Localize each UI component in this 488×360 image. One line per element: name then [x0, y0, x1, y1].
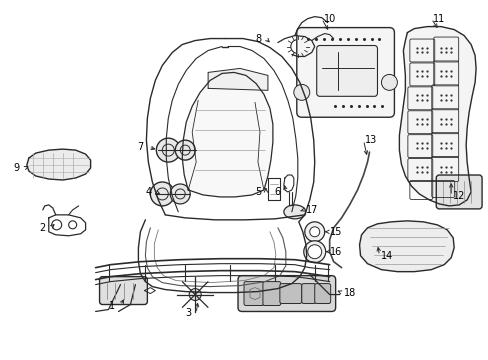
- Circle shape: [156, 138, 180, 162]
- Text: 4: 4: [145, 187, 151, 197]
- FancyBboxPatch shape: [296, 28, 394, 117]
- Circle shape: [175, 140, 195, 160]
- FancyBboxPatch shape: [100, 276, 147, 305]
- Circle shape: [189, 289, 201, 301]
- Polygon shape: [27, 149, 90, 180]
- Polygon shape: [359, 221, 453, 272]
- FancyBboxPatch shape: [238, 276, 335, 311]
- Circle shape: [293, 84, 309, 100]
- Polygon shape: [208, 68, 267, 90]
- Text: 11: 11: [432, 14, 445, 24]
- Text: 16: 16: [329, 247, 341, 257]
- Circle shape: [307, 245, 321, 259]
- FancyBboxPatch shape: [279, 284, 301, 303]
- Text: 17: 17: [305, 205, 317, 215]
- Circle shape: [150, 182, 174, 206]
- Text: 10: 10: [323, 14, 335, 24]
- Text: 6: 6: [274, 187, 281, 197]
- Text: 18: 18: [343, 288, 355, 298]
- Circle shape: [381, 75, 397, 90]
- Text: 1: 1: [109, 301, 115, 311]
- FancyBboxPatch shape: [435, 175, 481, 209]
- Circle shape: [303, 241, 325, 263]
- FancyBboxPatch shape: [316, 45, 377, 96]
- FancyBboxPatch shape: [301, 284, 315, 303]
- Text: 5: 5: [254, 187, 261, 197]
- Text: 8: 8: [254, 33, 261, 44]
- Text: 9: 9: [14, 163, 20, 173]
- Ellipse shape: [283, 205, 305, 219]
- FancyBboxPatch shape: [314, 284, 330, 303]
- Circle shape: [304, 222, 324, 242]
- Text: 12: 12: [452, 191, 465, 201]
- Text: 14: 14: [381, 251, 393, 261]
- Text: 3: 3: [185, 309, 191, 319]
- FancyBboxPatch shape: [263, 282, 280, 306]
- Polygon shape: [399, 27, 475, 206]
- Circle shape: [309, 227, 319, 237]
- Circle shape: [170, 184, 190, 204]
- Text: 15: 15: [329, 227, 341, 237]
- Text: 7: 7: [137, 142, 143, 152]
- FancyBboxPatch shape: [244, 282, 264, 306]
- Text: 13: 13: [365, 135, 377, 145]
- Text: 2: 2: [40, 223, 46, 233]
- Polygon shape: [182, 72, 272, 197]
